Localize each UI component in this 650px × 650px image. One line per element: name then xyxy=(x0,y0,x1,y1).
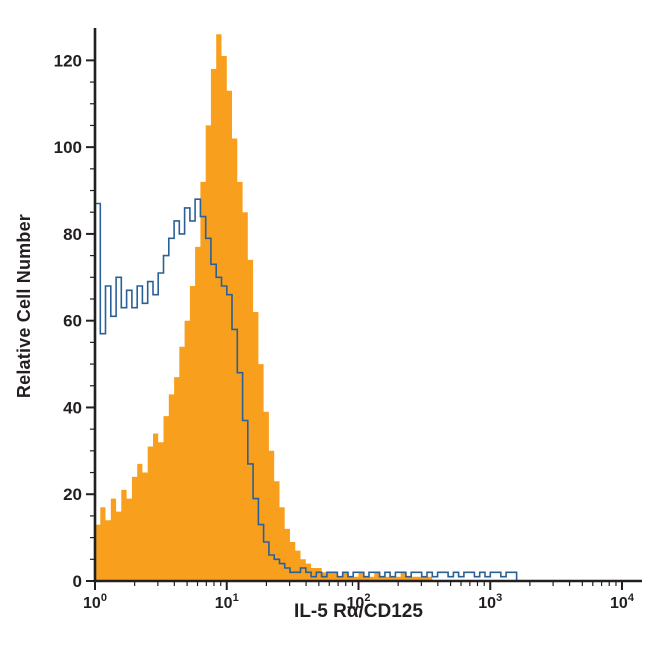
x-axis-title: IL-5 Rα/CD125 xyxy=(294,601,423,622)
y-tick-label: 0 xyxy=(73,572,82,591)
y-tick-label: 40 xyxy=(63,398,82,417)
filled-histogram-series xyxy=(95,34,433,582)
y-tick-label: 20 xyxy=(63,485,82,504)
y-tick-label: 100 xyxy=(54,138,82,157)
open-histogram-series xyxy=(94,198,518,581)
y-tick-label: 60 xyxy=(63,312,82,331)
y-axis-title-text: Relative Cell Number xyxy=(13,213,34,399)
y-axis-title: Relative Cell Number xyxy=(10,30,38,582)
y-tick-label: 80 xyxy=(63,225,82,244)
y-tick-label: 120 xyxy=(54,51,82,70)
